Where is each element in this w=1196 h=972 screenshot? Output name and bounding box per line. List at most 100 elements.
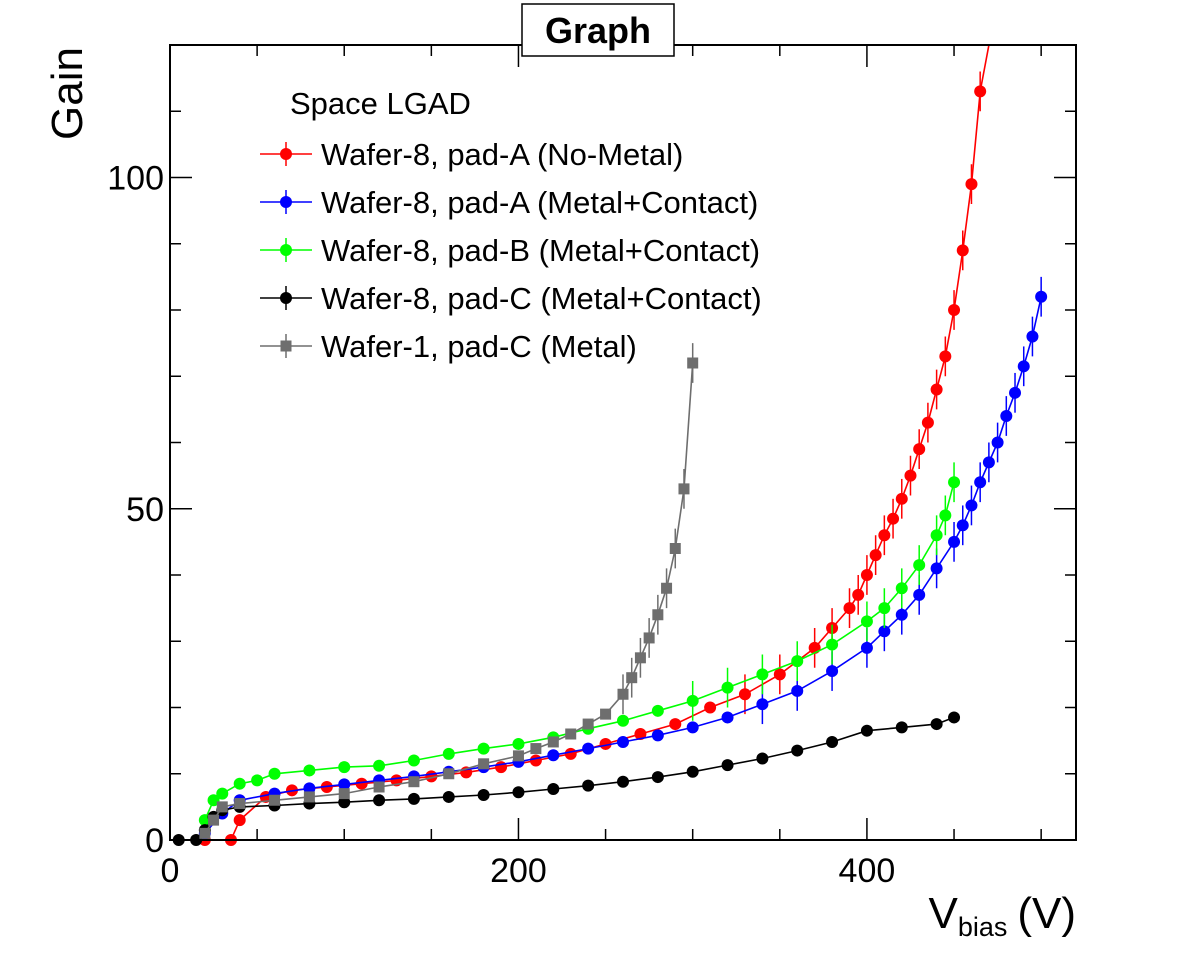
data-point (268, 767, 281, 780)
data-point (512, 786, 525, 799)
data-point (1026, 330, 1039, 343)
x-axis-title-subscript: bias (958, 912, 1008, 942)
series-group (199, 343, 699, 839)
x-tick-label: 200 (490, 852, 547, 890)
data-point (634, 652, 646, 664)
data-point (687, 357, 699, 369)
data-point (930, 383, 943, 396)
data-point (564, 747, 577, 760)
series-group (172, 711, 961, 846)
data-point (678, 483, 690, 495)
legend-title: Space LGAD (290, 86, 471, 121)
data-point (721, 681, 734, 694)
data-point (617, 714, 629, 727)
data-point (974, 476, 987, 489)
data-point (565, 728, 577, 740)
data-point (686, 721, 699, 734)
data-point (669, 543, 681, 554)
data-point (547, 736, 559, 748)
data-point (669, 718, 682, 731)
x-tick-label: 0 (161, 852, 180, 890)
data-point (652, 609, 664, 621)
data-point (1009, 386, 1022, 399)
data-point (338, 761, 351, 774)
data-point (478, 758, 490, 770)
legend-entry: Wafer-8, pad-A (No-Metal) (260, 137, 683, 172)
data-point (965, 499, 978, 512)
data-point (895, 721, 908, 734)
data-point (216, 801, 228, 813)
legend-marker (280, 196, 292, 208)
data-point (477, 742, 490, 755)
data-point (756, 752, 769, 765)
data-point (878, 529, 891, 542)
data-point (617, 735, 629, 748)
x-axis-title-main: V (928, 889, 958, 938)
data-point (1017, 360, 1030, 373)
data-point (582, 779, 595, 792)
legend-marker (280, 340, 292, 352)
data-point (878, 625, 891, 638)
data-point (338, 788, 350, 800)
data-point (626, 672, 638, 684)
data-point (860, 641, 873, 654)
data-point (826, 665, 839, 678)
data-point (234, 798, 246, 810)
data-point (852, 588, 865, 601)
data-point (791, 655, 804, 668)
data-point (895, 608, 908, 621)
data-point (791, 744, 804, 757)
data-point (895, 582, 908, 595)
data-point (408, 776, 420, 788)
data-point (965, 178, 978, 191)
legend-entry: Wafer-1, pad-C (Metal) (260, 329, 637, 364)
series-group (198, 44, 990, 846)
data-point (338, 778, 351, 791)
data-point (860, 724, 873, 737)
data-point (991, 436, 1004, 449)
legend-label: Wafer-8, pad-C (Metal+Contact) (321, 281, 762, 316)
data-point (216, 787, 229, 800)
data-point (303, 782, 316, 795)
data-point (529, 754, 542, 767)
x-axis-title-unit: (V) (1017, 889, 1076, 938)
data-point (373, 759, 386, 772)
data-point (547, 782, 560, 795)
y-tick-label: 50 (126, 491, 164, 529)
data-point (869, 549, 882, 562)
data-point (495, 761, 508, 774)
data-point (651, 771, 664, 784)
data-point (948, 711, 961, 724)
data-point (303, 764, 316, 777)
data-point (721, 711, 734, 724)
data-point (904, 469, 917, 482)
data-point (974, 85, 987, 98)
data-point (443, 768, 455, 780)
data-point (512, 750, 524, 762)
legend: Space LGAD Wafer-8, pad-A (No-Metal) Wafe… (260, 86, 762, 364)
data-point (477, 788, 490, 801)
data-point (704, 701, 717, 714)
data-point (599, 737, 612, 750)
data-point (208, 814, 220, 826)
data-point (930, 562, 943, 575)
data-point (643, 632, 655, 644)
legend-entry: Wafer-8, pad-B (Metal+Contact) (260, 233, 760, 268)
data-point (913, 443, 926, 456)
legend-label: Wafer-8, pad-A (No-Metal) (321, 137, 683, 172)
data-point (634, 728, 647, 740)
data-point (939, 509, 952, 522)
data-point (826, 638, 839, 651)
legend-marker (280, 292, 292, 304)
data-point (373, 781, 385, 793)
data-point (233, 777, 246, 790)
data-point (738, 688, 751, 701)
chart-title: Graph (545, 10, 651, 51)
data-point (355, 777, 368, 790)
data-point (1035, 290, 1048, 303)
series-layer (172, 44, 1048, 846)
data-point (948, 535, 961, 548)
data-point (686, 765, 699, 778)
y-tick-label: 0 (145, 822, 164, 860)
